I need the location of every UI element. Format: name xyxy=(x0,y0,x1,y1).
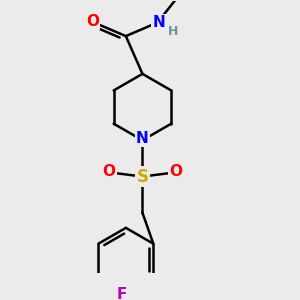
Text: N: N xyxy=(136,131,149,146)
Text: O: O xyxy=(86,14,99,28)
Text: O: O xyxy=(103,164,116,179)
Text: O: O xyxy=(169,164,182,179)
Text: F: F xyxy=(116,287,127,300)
Text: S: S xyxy=(136,167,148,185)
Text: H: H xyxy=(167,25,178,38)
Text: N: N xyxy=(153,15,165,30)
